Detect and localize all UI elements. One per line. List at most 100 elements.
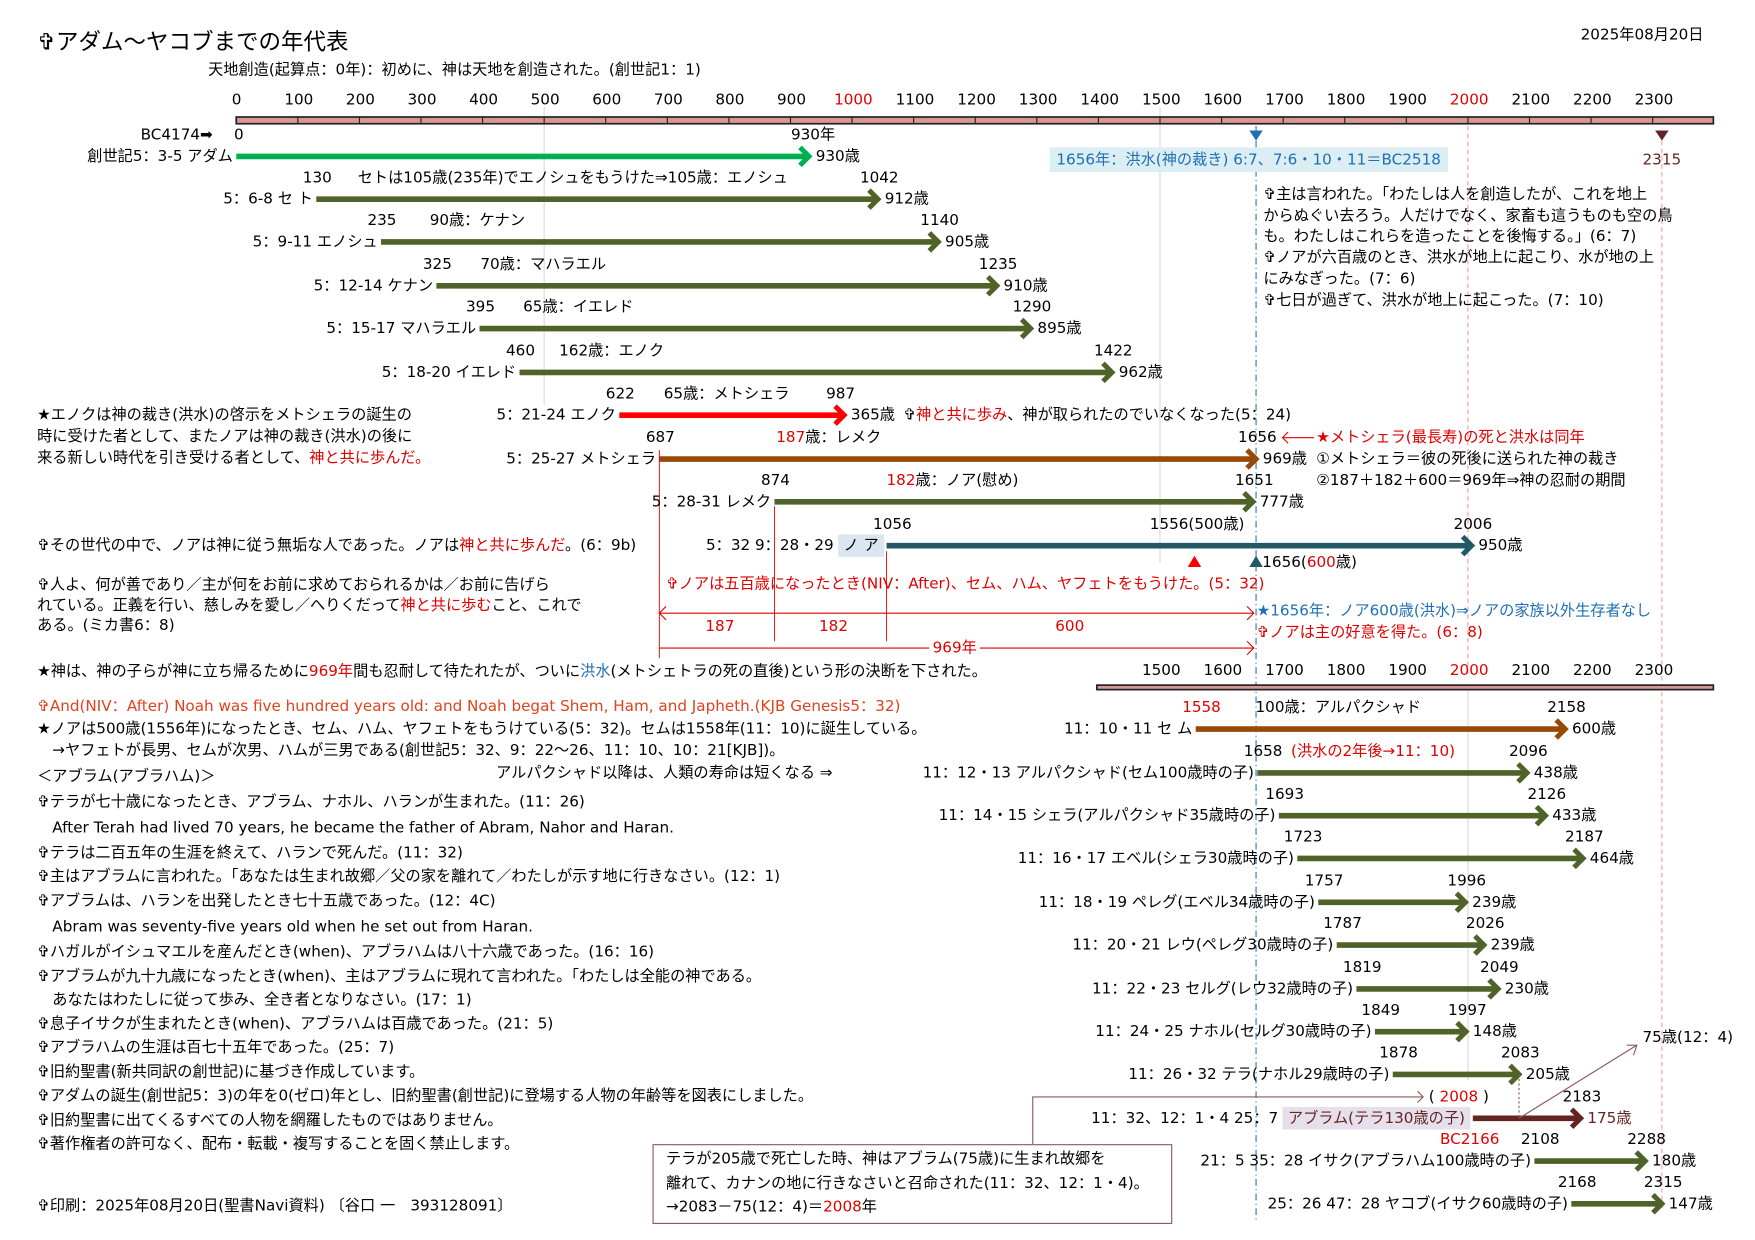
person-label: 5：25-27 メトシェラ [506,450,656,468]
arrowhead-icon [1516,762,1531,784]
row-note: セトは105歳(235年)でエノシュをもうけた⇒105歳：エノシュ [358,167,788,190]
end-year-label: 2288 [1627,1130,1666,1149]
noah-righteous-line: ✞その世代の中で、ノアは神に従う無垢な人であった。ノアは神と共に歩んだ。(6：9… [37,534,636,557]
age-label: 365歳 [850,406,896,425]
note-line: あなたはわたしに従って歩み、全き者となりなさい。(17：1) [37,991,472,1010]
abram-call-age: 75歳(12：4) [1642,1028,1734,1047]
row-note: 70歳：マハラエル [480,253,606,276]
age-label: 930歳 [815,147,860,166]
bracket-182: 182 [819,617,849,636]
arrow-left-icon [658,605,667,621]
highlight: 神と共に歩んだ [459,536,566,555]
arrowhead-icon [1242,490,1257,513]
highlight: 969年 [308,662,354,681]
text: ★神は、神の子らが神に立ち帰るために [37,662,309,681]
lower-axis-tick-label: 1900 [1388,661,1427,680]
person-label: 5：21-24 エノク [496,406,616,425]
person-label: 5：6-8 セ ト [223,190,313,209]
text: 来る新しい時代を引き受ける者として、 [37,448,310,467]
note-line: ✞アブラムは、ハランを出発したとき七十五歳であった。(12：4C) [37,892,496,911]
quote-line: ✞七日が過ぎて、洪水が地上に起こった。(7：10) [1263,290,1604,309]
end-year-label: 1140 [920,211,959,230]
age-label: 777歳 [1259,492,1304,511]
end-year-label: 2006 [1453,515,1493,534]
note-segment: 65歳：イエレド [523,298,634,317]
end-year-label: 1996 [1447,871,1487,890]
person-label: 5：28-31 レメク [651,492,772,511]
abram-bc-label: BC2166 [1440,1130,1500,1149]
axis-tick-label: 1600 [1203,91,1243,110]
arrowhead-icon [1572,847,1587,870]
age-label: 910歳 [1003,276,1048,295]
flood-label: 1656年：洪水(神の裁き) 6:7、7:6・10・11＝BC2518 [1049,147,1448,173]
note-line: ✞アダムの誕生(創世記5：3)の年を0(ゼロ)年とし、旧約聖書(創世記)に登場す… [37,1086,814,1105]
row-note: 65歳：イエレド [523,296,633,319]
arrow-right-icon [1417,1090,1424,1103]
end-year-label: 2083 [1500,1044,1540,1062]
bracket-600: 600 [1055,617,1085,636]
arrowhead-icon [798,145,813,168]
axis-tick-label: 900 [776,91,806,110]
arrowhead-icon [986,274,1001,297]
noah-600-label: 1656(600歳) [1262,551,1357,574]
cross-icon: ✞ [903,406,917,425]
start-year-label: 2168 [1557,1173,1597,1192]
axis-tick-label: 300 [407,91,437,110]
note-segment: 歳：レメク [805,428,882,447]
footer-print-info: ✞印刷：2025年08月20日(聖書Navi資料) 〔谷口 一 39312809… [37,1197,513,1215]
arrowhead-icon [1651,1192,1666,1215]
noah-500-marker-icon [1187,555,1202,567]
noah-500-note: ✞ノアは五百歳になったとき(NIV：After)、セム、ハム、ヤフェトをもうけた… [666,574,1265,593]
text: 1656( [1262,553,1307,572]
note-segment: 182 [886,471,916,490]
arrowhead-icon [1245,448,1260,470]
start-year-label: 1693 [1265,785,1304,804]
micah-line3: ある。(ミカ書6：8) [37,616,175,635]
noah-favor-note: ✞ノアは主の好意を得た。(6：8) [1256,623,1483,642]
text: ( [1428,1087,1435,1106]
end-marker-icon [1655,130,1669,141]
lower-axis-tick-label: 2100 [1511,661,1551,680]
person-label: 11：20・21 レウ(ペレグ30歳時の子) [1072,936,1334,954]
row-note: 162歳：エノク [559,340,664,363]
arrowhead-icon [1554,718,1569,740]
age-label: 239歳 [1490,936,1535,954]
box-line3: →2083－75(12：4)＝2008年 [666,1196,877,1219]
person-label: 5：15-17 マハラエル [326,319,477,338]
end-year-label: 987 [826,384,856,403]
person-label: 11：26・32 テラ(ナホル29歳時の子) [1128,1065,1390,1084]
axis-tick-label: 1500 [1141,91,1181,110]
arrowhead-icon [1455,1020,1470,1043]
arrowhead-icon [867,188,882,210]
start-year-label: 622 [605,384,635,403]
end-year-label: 2183 [1562,1087,1602,1106]
note-line: ✞アブラハムの生涯は百七十五年であった。(25：7) [37,1038,395,1057]
end-year-label: 1651 [1234,471,1274,490]
arrowhead-icon [1460,534,1476,557]
age-label: 147歳 [1668,1194,1713,1213]
person-label: 創世記5：3-5 アダム [87,147,233,166]
arrowhead-icon [833,404,848,426]
axis-tick-label: 1800 [1326,91,1366,110]
lifespan-note: アルパクシャド以降は、人類の寿命は短くなる ⇒ [496,763,833,782]
start-year-label: 2108 [1520,1130,1560,1149]
text: ✞その世代の中で、ノアは神に従う無垢な人であった。ノアは [37,536,460,555]
arrowhead-icon [1473,934,1488,956]
arrow-right-icon [1246,640,1255,656]
note-line: ✞ハガルがイシュマエルを産んだとき(when)、アブラハムは八十六歳であった。(… [37,942,655,961]
lower-axis-tick-label: 1600 [1203,661,1243,680]
arrow-right-icon [1246,605,1255,621]
end-year-label: 2049 [1480,958,1519,977]
text: れている。正義を行い、慈しみを愛し／へりくだって [37,596,401,615]
end-year-label: 1997 [1448,1001,1487,1020]
note-segment: (洪水の2年後→11：10) [1291,742,1456,761]
note-line: ✞主はアブラムに言われた。「あなたは生まれ故郷／父の家を離れて／わたしが示す地に… [37,867,781,886]
arrowhead-icon [1454,891,1470,914]
enoch-star-line3: 来る新しい時代を引き受ける者として、神と共に歩んだ。 [37,447,430,470]
abram-box-connector [1032,1096,1424,1145]
row-note: 90歳：ケナン [430,209,525,232]
age-label: 600歳 [1571,720,1617,738]
start-year-label: 1819 [1342,958,1382,977]
axis-tick-label: 2300 [1634,91,1674,110]
axis-tick-label: 2100 [1511,91,1551,110]
